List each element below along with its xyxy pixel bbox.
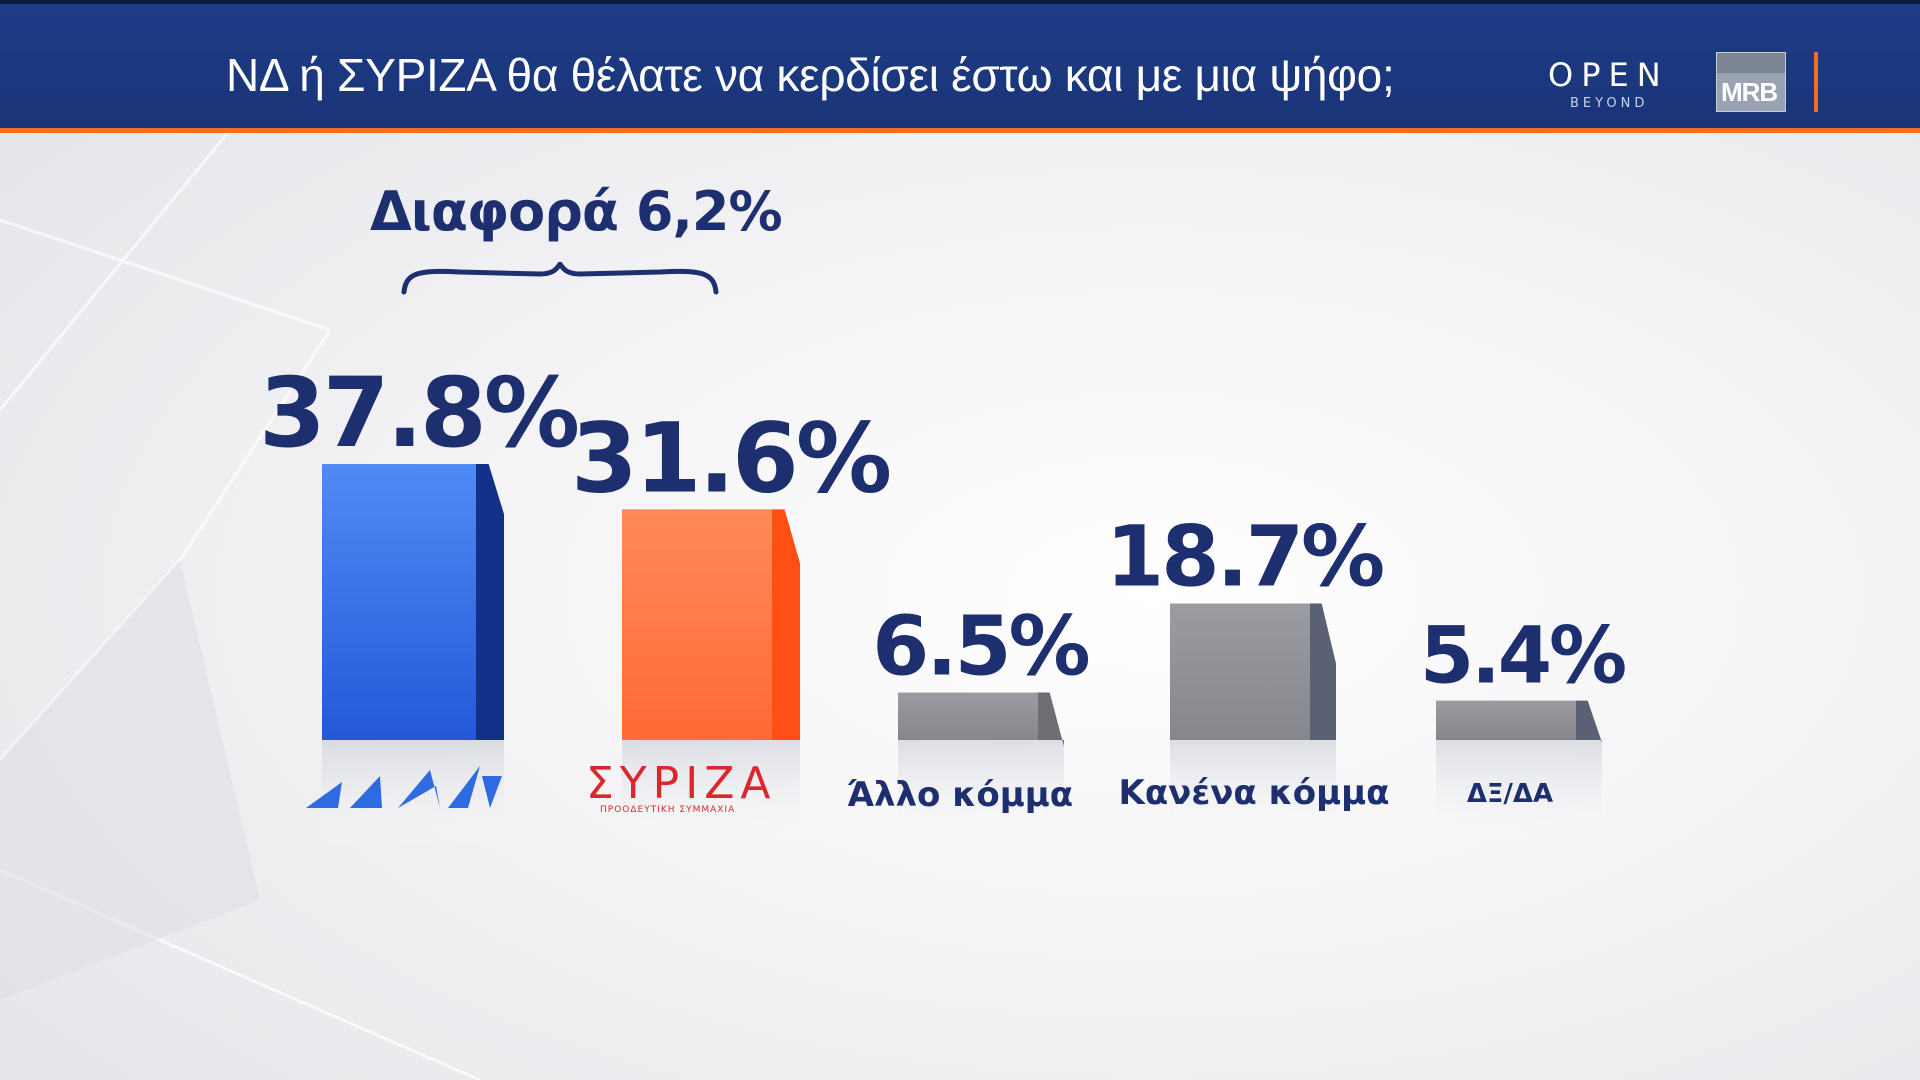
bar-2: [622, 509, 772, 740]
header-accent-bar: [1814, 52, 1818, 112]
mrb-logo-text: MRB: [1721, 77, 1778, 107]
syriza-logo-text: ΣΥΡΙΖΑ: [586, 758, 776, 809]
bar-side-1: [476, 464, 504, 740]
bar-reflection: [1170, 740, 1336, 850]
difference-brace-icon: [401, 262, 719, 295]
syriza-logo-subtext: ΠΡΟΟΔΕΥΤΙΚΗ ΣΥΜΜΑΧΙΑ: [600, 805, 735, 815]
syriza-logo: ΣΥΡΙΖΑ ΠΡΟΟΔΕΥΤΙΚΗ ΣΥΜΜΑΧΙΑ: [586, 758, 776, 815]
bar-side-2: [772, 509, 800, 740]
open-logo-text: OPEN: [1548, 56, 1669, 94]
bar-reflection: [898, 740, 1064, 850]
category-label-allo: Άλλο κόμμα: [847, 775, 1073, 815]
bar-5: [1436, 700, 1576, 740]
difference-annotation: Διαφορά 6,2%: [370, 180, 783, 243]
nd-logo-icon: [306, 766, 502, 808]
value-label-5: 5.4%: [1420, 612, 1625, 702]
bar-3: [898, 692, 1038, 740]
bar-side-5: [1576, 700, 1602, 743]
bar-side-4: [1310, 603, 1336, 740]
bar-reflection: [1436, 740, 1602, 850]
category-label-kanena: Κανένα κόμμα: [1118, 773, 1389, 813]
header-orange-stripe: [0, 128, 1920, 133]
open-beyond-logo: OPEN BEYOND: [1548, 56, 1676, 116]
category-label-dxda: ΔΞ/ΔΑ: [1467, 779, 1553, 809]
value-label-1: 37.8%: [259, 357, 578, 469]
value-label-3: 6.5%: [872, 600, 1088, 695]
bar-4: [1170, 603, 1310, 740]
bar-reflection: [622, 740, 800, 850]
header-bar: ΝΔ ή ΣΥΡΙΖΑ θα θέλατε να κερδίσει έστω κ…: [0, 0, 1920, 128]
value-label-2: 31.6%: [571, 402, 890, 514]
value-label-4: 18.7%: [1106, 507, 1383, 605]
bar-1: [322, 464, 476, 740]
beyond-logo-text: BEYOND: [1570, 96, 1649, 111]
bar-side-3: [1038, 692, 1064, 747]
mrb-logo: MRB: [1716, 52, 1786, 112]
page-title: ΝΔ ή ΣΥΡΙΖΑ θα θέλατε να κερδίσει έστω κ…: [226, 49, 1395, 101]
